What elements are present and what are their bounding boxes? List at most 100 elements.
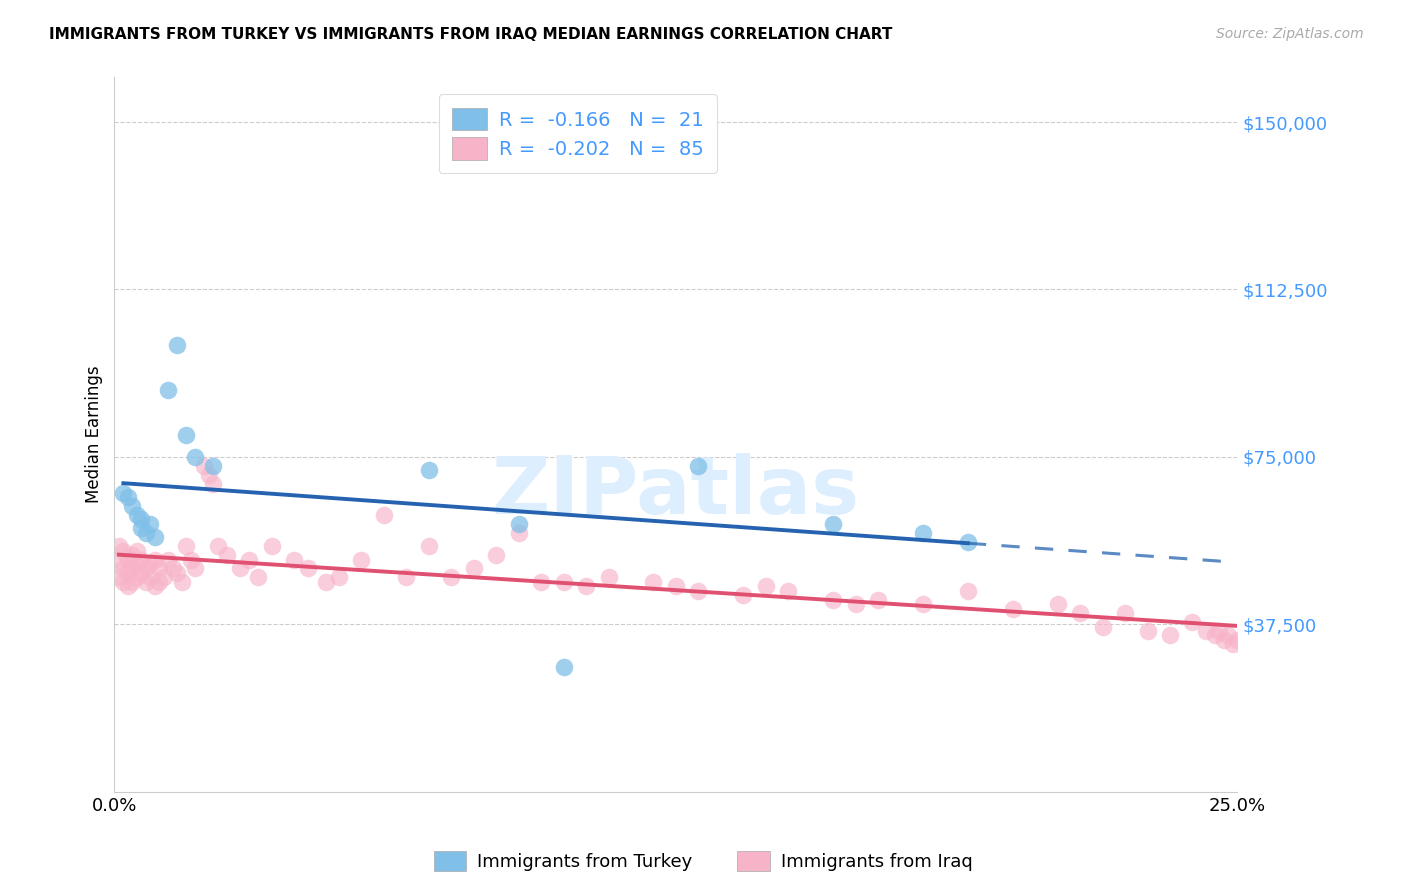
Point <box>1091 619 1114 633</box>
Point <box>174 427 197 442</box>
Point <box>135 574 157 589</box>
Legend: R =  -0.166   N =  21, R =  -0.202   N =  85: R = -0.166 N = 21, R = -0.202 N = 85 <box>439 95 717 173</box>
Point <box>485 548 508 562</box>
Point <box>643 574 665 589</box>
Point <box>247 570 270 584</box>
Point <box>688 583 710 598</box>
Point <box>170 574 193 589</box>
Point <box>117 579 139 593</box>
Point <box>139 516 162 531</box>
Point <box>463 561 485 575</box>
Point <box>315 574 337 589</box>
Point <box>1226 632 1249 647</box>
Point <box>823 592 845 607</box>
Point <box>112 485 135 500</box>
Point <box>135 561 157 575</box>
Point <box>395 570 418 584</box>
Point <box>121 548 143 562</box>
Point <box>193 458 215 473</box>
Point <box>131 521 153 535</box>
Point <box>418 463 440 477</box>
Legend: Immigrants from Turkey, Immigrants from Iraq: Immigrants from Turkey, Immigrants from … <box>426 844 980 879</box>
Point <box>297 561 319 575</box>
Point <box>665 579 688 593</box>
Point <box>373 508 395 522</box>
Point <box>755 579 778 593</box>
Point <box>508 525 530 540</box>
Point <box>911 525 934 540</box>
Point <box>148 574 170 589</box>
Point <box>202 458 225 473</box>
Point <box>1208 624 1230 638</box>
Point <box>956 534 979 549</box>
Point <box>162 561 184 575</box>
Point <box>125 508 148 522</box>
Point <box>778 583 800 598</box>
Point <box>139 557 162 571</box>
Point <box>598 570 620 584</box>
Point <box>866 592 889 607</box>
Point <box>131 566 153 580</box>
Point <box>418 539 440 553</box>
Point <box>125 557 148 571</box>
Point <box>911 597 934 611</box>
Point <box>238 552 260 566</box>
Point <box>148 561 170 575</box>
Point <box>108 552 131 566</box>
Point <box>202 476 225 491</box>
Point <box>1218 628 1240 642</box>
Point <box>1222 637 1244 651</box>
Point <box>117 566 139 580</box>
Point <box>350 552 373 566</box>
Point <box>166 338 188 352</box>
Point <box>184 561 207 575</box>
Point <box>108 570 131 584</box>
Point <box>157 383 180 397</box>
Point <box>956 583 979 598</box>
Y-axis label: Median Earnings: Median Earnings <box>86 366 103 503</box>
Point <box>139 570 162 584</box>
Point <box>1195 624 1218 638</box>
Point <box>553 659 575 673</box>
Point <box>688 458 710 473</box>
Point <box>112 561 135 575</box>
Point <box>112 543 135 558</box>
Point <box>733 588 755 602</box>
Point <box>1181 615 1204 629</box>
Point <box>1069 606 1091 620</box>
Point <box>845 597 868 611</box>
Point <box>143 552 166 566</box>
Point <box>823 516 845 531</box>
Point <box>112 574 135 589</box>
Point <box>530 574 553 589</box>
Point <box>283 552 305 566</box>
Point <box>125 543 148 558</box>
Point <box>553 574 575 589</box>
Point <box>1136 624 1159 638</box>
Text: IMMIGRANTS FROM TURKEY VS IMMIGRANTS FROM IRAQ MEDIAN EARNINGS CORRELATION CHART: IMMIGRANTS FROM TURKEY VS IMMIGRANTS FRO… <box>49 27 893 42</box>
Point <box>328 570 350 584</box>
Point <box>260 539 283 553</box>
Text: ZIPatlas: ZIPatlas <box>492 453 860 531</box>
Point <box>117 490 139 504</box>
Point <box>215 548 238 562</box>
Point <box>143 579 166 593</box>
Point <box>108 539 131 553</box>
Text: Source: ZipAtlas.com: Source: ZipAtlas.com <box>1216 27 1364 41</box>
Point <box>131 552 153 566</box>
Point <box>1046 597 1069 611</box>
Point <box>135 525 157 540</box>
Point <box>174 539 197 553</box>
Point <box>117 552 139 566</box>
Point <box>184 450 207 464</box>
Point <box>121 561 143 575</box>
Point <box>121 499 143 513</box>
Point <box>440 570 463 584</box>
Point <box>153 570 176 584</box>
Point <box>575 579 598 593</box>
Point <box>157 552 180 566</box>
Point <box>1114 606 1136 620</box>
Point <box>508 516 530 531</box>
Point <box>143 530 166 544</box>
Point <box>197 467 219 482</box>
